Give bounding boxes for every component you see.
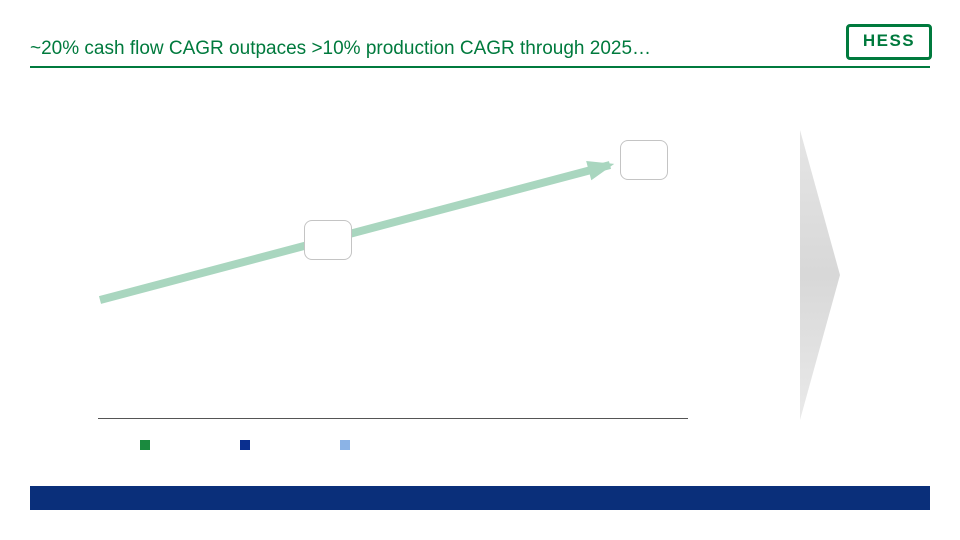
legend-swatch-3: [340, 440, 350, 450]
title-region: ~20% cash flow CAGR outpaces >10% produc…: [30, 38, 651, 60]
footer-bar: [30, 486, 930, 510]
hess-logo: HESS: [846, 24, 932, 60]
logo-text: HESS: [863, 31, 915, 51]
legend-swatch-2: [240, 440, 250, 450]
page-title: ~20% cash flow CAGR outpaces >10% produc…: [30, 38, 651, 59]
chevron-right-icon: [800, 130, 840, 420]
chart-area: [30, 90, 780, 460]
marker-box-mid: [304, 220, 352, 260]
x-axis: [98, 418, 688, 419]
title-underline: [30, 66, 930, 68]
legend: [140, 440, 350, 450]
marker-box-end: [620, 140, 668, 180]
legend-swatch-1: [140, 440, 150, 450]
